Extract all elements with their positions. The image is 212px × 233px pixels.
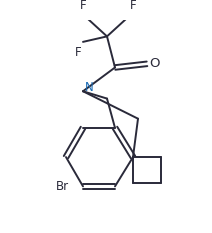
Text: F: F	[75, 46, 81, 59]
Text: F: F	[80, 0, 86, 12]
Text: Br: Br	[56, 180, 69, 193]
Text: F: F	[130, 0, 136, 12]
Text: N: N	[85, 81, 93, 94]
Text: O: O	[150, 57, 160, 70]
